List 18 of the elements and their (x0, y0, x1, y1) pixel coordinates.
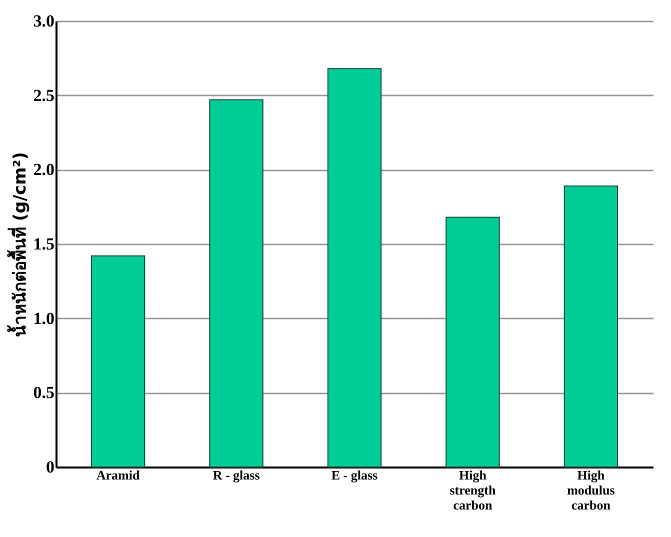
x-tick-label: R - glass (212, 468, 260, 482)
bar (327, 68, 382, 468)
x-tick-label: High strength carbon (450, 468, 496, 512)
y-tick-label: 1.0 (33, 308, 54, 328)
x-tick-label: High modulus carbon (567, 468, 615, 512)
y-tick-label: 1.5 (33, 234, 54, 254)
y-tick-label: 0.5 (33, 383, 54, 402)
x-tick-label: Aramid (96, 468, 140, 482)
bar (90, 255, 146, 468)
bar (209, 99, 264, 468)
bar (564, 186, 618, 468)
y-tick-label: 3.0 (33, 12, 54, 30)
y-axis-title: น้ำหนักต่อพื้นที่ (g/cm²) (6, 152, 30, 338)
y-tick-label: 2.0 (33, 160, 54, 180)
y-tick-label: 0 (46, 458, 54, 476)
bar (446, 216, 500, 468)
x-tick-label: E - glass (331, 468, 378, 482)
y-tick-label: 2.5 (33, 86, 54, 105)
